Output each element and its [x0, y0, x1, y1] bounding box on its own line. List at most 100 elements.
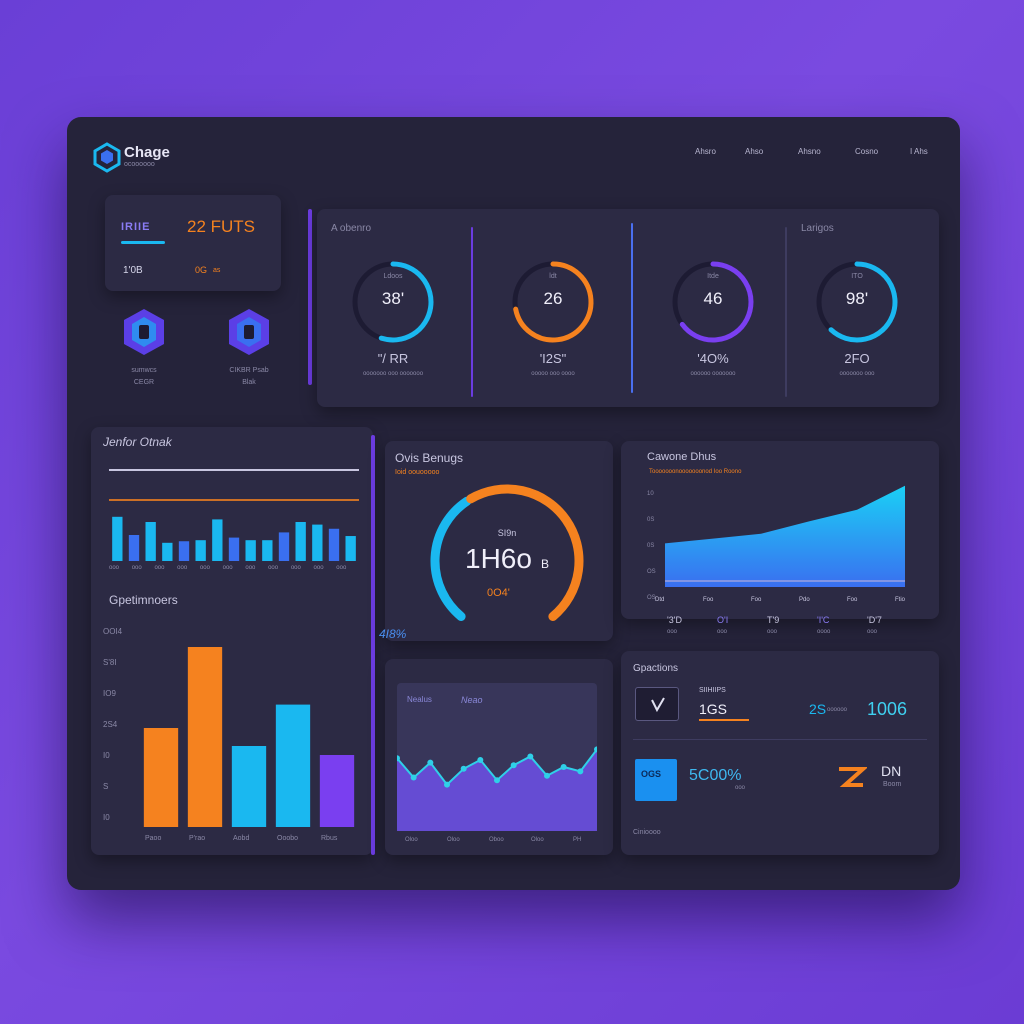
- mini-chart-xaxis: Oloo Oloo Oboo Oloo PH: [405, 837, 595, 847]
- ring-gauge-top: Ldoos: [383, 273, 403, 280]
- area-stat-value: 'I'C: [817, 615, 830, 625]
- ring-gauge-sub: oooooo ooooooo: [690, 371, 736, 377]
- mini-chart-xtick: Oloo: [531, 837, 544, 843]
- mini-area-point: [577, 768, 584, 775]
- center-accent-bar: [371, 435, 375, 855]
- left-chart-line-1: [109, 469, 359, 471]
- bottom-chart-ytick: 2S4: [103, 720, 118, 729]
- small-bar-tick: ooo: [131, 565, 142, 571]
- bottom-chart-xaxis: Paoo P'rao Aobd Ooobo Rbus: [139, 835, 359, 847]
- ring-gauge-bottom: '4O%: [697, 351, 729, 366]
- ring-gauge: [672, 261, 754, 343]
- mini-area-point: [477, 756, 484, 763]
- small-bar: [278, 532, 290, 561]
- small-bar: [162, 542, 173, 561]
- ring-gauge-value: 26: [543, 289, 563, 308]
- kpi-card: Gpactions SIIHIIPS 1GS 2S oooooo 1006 OG…: [621, 651, 939, 855]
- area-chart-title: Cawone Dhus: [647, 451, 717, 463]
- hex-icon[interactable]: [224, 307, 274, 357]
- hex-icon[interactable]: [119, 307, 169, 357]
- area-stat-value: 'D'7: [867, 615, 882, 625]
- mini-legend-a: Nealus: [407, 695, 432, 704]
- small-bar: [195, 540, 206, 561]
- mini-area-point: [560, 764, 567, 770]
- small-bar-tick: ooo: [199, 565, 210, 571]
- summary-underline: [121, 241, 165, 244]
- logo-icon: [91, 141, 123, 173]
- icon-label-2: CIKBR Psab: [229, 367, 269, 374]
- small-bar: [212, 519, 223, 561]
- mini-area-chart: [397, 746, 597, 831]
- kpi-footer: Cinioooo: [633, 829, 661, 836]
- kpi-row2-icon[interactable]: OGS: [635, 759, 677, 801]
- nav-item-5[interactable]: I Ahs: [910, 147, 928, 156]
- small-bar-tick: ooo: [177, 565, 188, 571]
- ring-gauge-arc: [679, 261, 754, 343]
- mini-chart-xtick: Oboo: [489, 837, 504, 843]
- kpi-row1-value: 1GS: [699, 701, 728, 717]
- kpi-title: Gpactions: [633, 663, 679, 674]
- left-chart-card: Jenfor Otnak ooo ooo ooo ooo ooo ooo ooo ooo ooo…: [91, 427, 373, 855]
- summary-card[interactable]: IRIIE 22 FUTS 1'0B 0G as: [105, 195, 281, 291]
- bottom-chart-yaxis: OOI4 S'8I IO9 2S4 I0 S I0: [99, 627, 139, 827]
- ring-gauge-arc: [378, 261, 434, 343]
- mini-area-point: [544, 772, 550, 779]
- nav-item-2[interactable]: Ahso: [745, 147, 764, 156]
- area-stat-value: '3'D: [667, 615, 682, 625]
- logo-text: Chage: [124, 144, 170, 161]
- bottom-chart-ytick: I0: [103, 813, 110, 822]
- small-bar: [295, 522, 306, 561]
- nav-item-1[interactable]: Ahsro: [695, 147, 716, 156]
- gauges-panel: A obenro Larigos Ldoos 38' "/ RR ooooooo oo…: [317, 209, 939, 407]
- small-bar: [262, 540, 273, 561]
- center-gauge-small-top: SI9n: [497, 528, 517, 538]
- mini-area-point: [427, 759, 434, 766]
- area-chart-xtick: Pdo: [799, 597, 810, 603]
- kpi-divider: [633, 739, 927, 740]
- ring-gauge-sub: ooooo ooo oooo: [531, 371, 575, 377]
- mini-area-fill: [397, 749, 597, 831]
- ring-gauge-arc: [513, 261, 594, 343]
- bottom-bar: [275, 704, 311, 827]
- area-chart-fill: [665, 485, 905, 587]
- check-icon[interactable]: [635, 687, 679, 721]
- center-gauge-value: 1H6o: [465, 543, 532, 574]
- small-bar-tick: ooo: [222, 565, 233, 571]
- kpi-row2-value: 5C00%: [689, 767, 742, 784]
- mini-chart-xtick: Oloo: [405, 837, 418, 843]
- bottom-chart-ytick: IO9: [103, 689, 116, 698]
- summary-value: 22 FUTS: [187, 217, 256, 236]
- center-gauge-arc-orange: [466, 484, 584, 621]
- mini-chart-xtick: Oloo: [447, 837, 460, 843]
- z-icon: [835, 765, 867, 789]
- mini-area-point: [494, 777, 500, 784]
- bottom-chart-xtick: Rbus: [321, 835, 338, 842]
- center-gauge-unit: B: [541, 557, 550, 571]
- small-bar-tick: ooo: [290, 565, 301, 571]
- area-chart-xtick: Dtd: [655, 597, 665, 603]
- area-chart-ytick: 0S: [647, 543, 655, 549]
- kpi-row1-mid-sub: oooooo: [827, 707, 848, 713]
- summary-right-stat-sub: as: [213, 267, 221, 274]
- summary-code: IRIIE: [121, 221, 151, 233]
- area-chart-yaxis: 10 0S 0S OS OS: [647, 491, 667, 601]
- nav-item-4[interactable]: Cosno: [855, 147, 879, 156]
- small-bar: [245, 540, 256, 561]
- divider-2: [631, 223, 633, 393]
- ring-gauge-sub: ooooooo ooo: [839, 371, 875, 377]
- area-chart-card: Cawone Dhus Tooooooonooooooonod Ioo Roon…: [621, 441, 939, 619]
- icon-sub-1: CEGR: [133, 379, 155, 386]
- bottom-chart-ytick: S: [103, 782, 109, 791]
- divider-3: [785, 227, 787, 397]
- ring-gauge: [352, 261, 434, 343]
- kpi-row2-right-sub: Boom: [883, 781, 902, 788]
- area-chart-xtick: Foo: [847, 597, 858, 603]
- small-bar-tick: ooo: [245, 565, 256, 571]
- mini-area-point: [444, 781, 450, 788]
- nav-item-3[interactable]: Ahsno: [798, 147, 821, 156]
- icon-sub-2: Blak: [242, 379, 256, 386]
- small-bar-ticks: ooo ooo ooo ooo ooo ooo ooo ooo ooo ooo ooo: [109, 565, 359, 575]
- kpi-row2-value-sub: ooo: [735, 785, 746, 791]
- center-pct-label: 4I8%: [379, 627, 407, 641]
- center-gauge-dial: [430, 484, 584, 621]
